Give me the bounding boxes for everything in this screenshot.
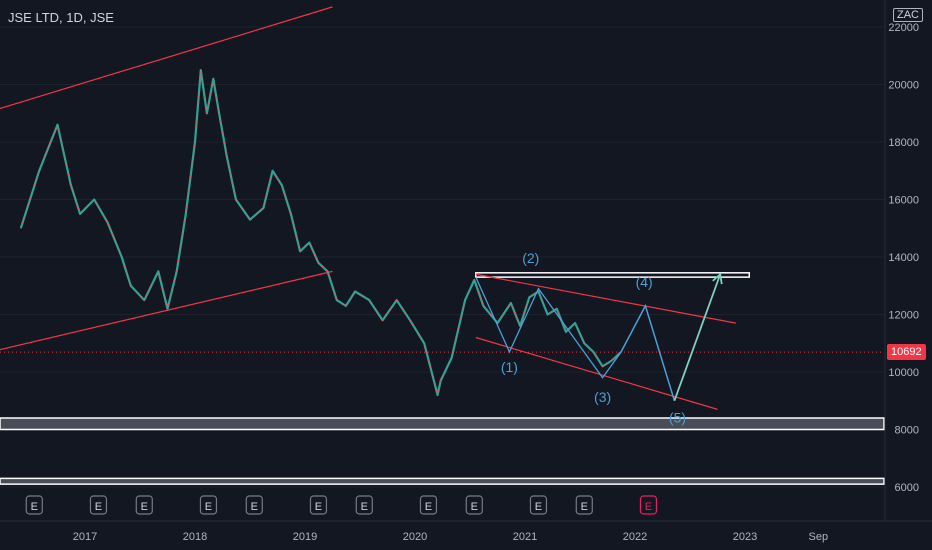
y-tick-label: 6000 [895, 482, 919, 494]
target-arrow[interactable] [673, 273, 722, 402]
y-tick-label: 22000 [888, 22, 919, 34]
earnings-marker-label: E [141, 501, 148, 513]
earnings-marker-label: E [535, 501, 542, 513]
wave-projection-path[interactable] [620, 303, 676, 401]
x-tick-label: Sep [809, 531, 829, 543]
earnings-marker[interactable] [355, 495, 373, 515]
earnings-marker-label: E [581, 501, 588, 513]
earnings-marker-label: E [31, 501, 38, 513]
earnings-marker[interactable] [309, 495, 328, 515]
trend-line[interactable] [0, 6, 333, 119]
earnings-marker[interactable] [89, 495, 108, 515]
earnings-marker-label: E [315, 501, 322, 513]
wave-label: (4) [636, 274, 653, 290]
trend-line[interactable] [0, 270, 333, 357]
target-arrowhead [712, 272, 723, 285]
earnings-marker[interactable] [25, 495, 43, 515]
earnings-marker-label: E [251, 501, 258, 513]
resistance-zone[interactable] [475, 272, 751, 278]
y-tick-label: 8000 [895, 425, 919, 437]
last-price-badge: 10692 [887, 344, 926, 360]
price-series-overlay [20, 69, 622, 396]
earnings-marker-label: E [645, 501, 652, 513]
wave-label: (2) [522, 250, 539, 266]
x-tick-label: 2021 [513, 531, 537, 543]
y-tick-label: 10000 [888, 367, 919, 379]
wave-path[interactable] [475, 276, 622, 379]
earnings-marker-label: E [361, 501, 368, 513]
chart-symbol-title: JSE LTD, 1D, JSE [8, 10, 114, 25]
y-tick-label: 16000 [888, 195, 919, 207]
x-tick-label: 2022 [623, 531, 647, 543]
y-tick-label: 18000 [888, 137, 919, 149]
trend-line[interactable] [475, 273, 736, 324]
earnings-marker[interactable] [245, 495, 263, 515]
wave-label: (1) [501, 359, 518, 375]
earnings-marker[interactable] [419, 495, 438, 515]
wave-label: (5) [669, 409, 686, 425]
x-tick-label: 2017 [73, 531, 97, 543]
support-zone-lower[interactable] [0, 477, 885, 485]
x-tick-label: 2020 [403, 531, 427, 543]
support-zone[interactable] [0, 417, 885, 431]
earnings-marker-label: E [205, 501, 212, 513]
y-tick-label: 14000 [888, 252, 919, 264]
x-tick-label: 2019 [293, 531, 317, 543]
y-tick-label: 20000 [888, 80, 919, 92]
trend-line[interactable] [475, 336, 718, 410]
earnings-marker[interactable] [575, 495, 593, 515]
earnings-marker[interactable] [639, 495, 658, 515]
x-tick-label: 2023 [733, 531, 757, 543]
earnings-marker-label: E [425, 501, 432, 513]
earnings-marker-label: E [471, 501, 478, 513]
earnings-marker[interactable] [135, 495, 153, 515]
earnings-marker-label: E [95, 501, 102, 513]
y-tick-label: 12000 [888, 310, 919, 322]
x-tick-label: 2018 [183, 531, 207, 543]
wave-label: (3) [594, 389, 611, 405]
earnings-marker[interactable] [199, 495, 218, 515]
currency-badge[interactable]: ZAC [893, 8, 923, 22]
earnings-marker[interactable] [529, 495, 548, 515]
earnings-marker[interactable] [465, 495, 483, 515]
price-series-line [19, 68, 622, 397]
